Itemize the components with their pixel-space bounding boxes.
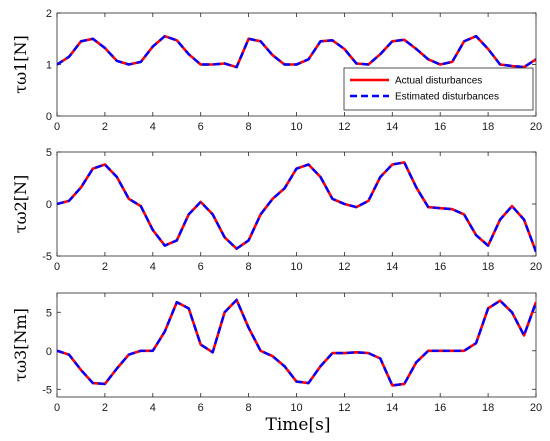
estimated-series-line: [57, 298, 536, 387]
y-tick-label: 5: [46, 147, 52, 159]
x-tick-label: 16: [434, 261, 446, 273]
x-tick-label: 4: [150, 261, 156, 273]
x-tick-label: 18: [482, 402, 494, 414]
estimated-series-line: [57, 161, 536, 253]
legend-label: Estimated disturbances: [395, 92, 499, 103]
x-tick-label: 12: [338, 261, 350, 273]
y-axis-label: τω3[Nm]: [11, 308, 30, 382]
x-tick-label: 8: [246, 261, 252, 273]
y-tick-label: 0: [46, 346, 52, 358]
x-tick-label: 0: [54, 121, 60, 133]
legend-box: [343, 67, 534, 111]
x-tick-label: 14: [386, 261, 398, 273]
x-tick-label: 10: [290, 121, 302, 133]
legend: Actual disturbances Estimated disturbance…: [343, 67, 534, 111]
x-tick-label: 0: [54, 261, 60, 273]
x-tick-label: 16: [434, 402, 446, 414]
y-tick-label: 0: [46, 199, 52, 211]
y-tick-label: -5: [42, 384, 52, 396]
y-axis-label: τω1[N]: [11, 35, 30, 94]
y-tick-label: -5: [42, 251, 52, 263]
x-tick-label: 20: [530, 261, 542, 273]
x-tick-label: 0: [54, 402, 60, 414]
x-tick-label: 10: [290, 261, 302, 273]
x-tick-label: 14: [386, 402, 398, 414]
x-tick-label: 6: [198, 121, 204, 133]
x-axis-label: Time[s]: [266, 415, 331, 435]
x-tick-label: 14: [386, 121, 398, 133]
x-tick-label: 6: [198, 402, 204, 414]
y-tick-label: 2: [46, 8, 52, 20]
y-tick-label: 5: [46, 307, 52, 319]
x-tick-label: 4: [150, 121, 156, 133]
x-tick-label: 20: [530, 121, 542, 133]
x-tick-label: 20: [530, 402, 542, 414]
x-tick-label: 16: [434, 121, 446, 133]
x-tick-label: 10: [290, 402, 302, 414]
x-tick-label: 18: [482, 121, 494, 133]
y-axis-label: τω2[N]: [11, 175, 30, 234]
y-tick-label: 0: [46, 111, 52, 123]
x-tick-label: 18: [482, 261, 494, 273]
estimated-series-line: [57, 35, 536, 69]
x-tick-label: 6: [198, 261, 204, 273]
x-tick-label: 8: [246, 402, 252, 414]
y-tick-label: 1: [46, 60, 52, 72]
legend-label: Actual disturbances: [395, 76, 482, 87]
x-tick-label: 12: [338, 402, 350, 414]
x-tick-label: 2: [102, 121, 108, 133]
x-tick-label: 8: [246, 121, 252, 133]
x-tick-label: 12: [338, 121, 350, 133]
x-tick-label: 2: [102, 261, 108, 273]
x-tick-label: 4: [150, 402, 156, 414]
x-tick-label: 2: [102, 402, 108, 414]
